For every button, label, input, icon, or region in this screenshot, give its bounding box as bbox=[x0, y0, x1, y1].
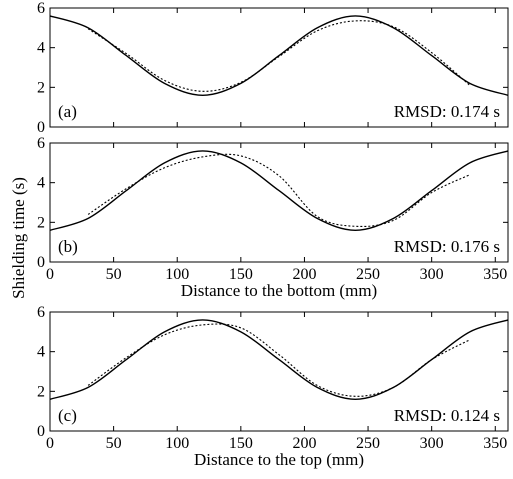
series-solid-a bbox=[49, 15, 509, 96]
series-dotted-b bbox=[87, 153, 471, 228]
x-tick-label-c-6: 300 bbox=[420, 435, 444, 452]
y-tick-label-a-0: 0 bbox=[37, 119, 45, 136]
x-tick-label-c-4: 200 bbox=[292, 435, 316, 452]
x-tick-label-b-1: 50 bbox=[106, 266, 122, 283]
x-tick-label-b-5: 250 bbox=[356, 266, 380, 283]
panel-label-c: (c) bbox=[58, 406, 77, 425]
panel-c: 0 2 4 6 0 50 100 150 200 250 300 350 (c) RMSD: 0.124 … bbox=[37, 304, 509, 469]
x-tick-label-c-1: 50 bbox=[106, 435, 122, 452]
series-dotted-c bbox=[87, 323, 471, 397]
panel-label-a: (a) bbox=[58, 102, 77, 121]
x-tick-label-c-2: 100 bbox=[165, 435, 189, 452]
y-tick-label-c-3: 6 bbox=[37, 304, 45, 321]
plot-frame-c bbox=[49, 311, 509, 432]
y-tick-label-a-3: 6 bbox=[37, 0, 45, 17]
y-axis-label: Shielding time (s) bbox=[9, 177, 28, 299]
x-tick-label-b-2: 100 bbox=[165, 266, 189, 283]
x-tick-label-b-3: 150 bbox=[229, 266, 253, 283]
y-tick-label-a-1: 2 bbox=[37, 79, 45, 96]
panel-a: 0 2 4 6 (a) RMSD: 0.174 s bbox=[37, 0, 509, 136]
series-solid-c bbox=[49, 319, 509, 400]
x-tick-label-c-3: 150 bbox=[229, 435, 253, 452]
x-tick-label-c-5: 250 bbox=[356, 435, 380, 452]
y-tick-label-c-2: 4 bbox=[37, 344, 45, 361]
y-tick-label-b-3: 6 bbox=[37, 135, 45, 152]
y-tick-label-c-0: 0 bbox=[37, 423, 45, 440]
series-solid-b bbox=[49, 150, 509, 231]
plot-frame-a bbox=[49, 7, 509, 128]
series-dotted-a bbox=[87, 20, 471, 92]
x-axis-label-c: Distance to the top (mm) bbox=[194, 450, 364, 469]
x-tick-label-c-7: 350 bbox=[483, 435, 507, 452]
x-tick-label-c-0: 0 bbox=[46, 435, 54, 452]
x-axis-label-b: Distance to the bottom (mm) bbox=[181, 281, 377, 300]
y-tick-label-a-2: 4 bbox=[37, 40, 45, 57]
y-tick-label-b-0: 0 bbox=[37, 254, 45, 271]
panel-label-b: (b) bbox=[58, 237, 78, 256]
plot-frame-b bbox=[49, 142, 509, 263]
y-tick-label-c-1: 2 bbox=[37, 383, 45, 400]
x-tick-label-b-0: 0 bbox=[46, 266, 54, 283]
x-tick-label-b-4: 200 bbox=[292, 266, 316, 283]
y-tick-label-b-2: 4 bbox=[37, 175, 45, 192]
rmsd-annotation-c: RMSD: 0.124 s bbox=[394, 406, 500, 425]
x-tick-label-b-6: 300 bbox=[420, 266, 444, 283]
rmsd-annotation-a: RMSD: 0.174 s bbox=[394, 102, 500, 121]
rmsd-annotation-b: RMSD: 0.176 s bbox=[394, 237, 500, 256]
x-tick-label-b-7: 350 bbox=[483, 266, 507, 283]
y-tick-label-b-1: 2 bbox=[37, 214, 45, 231]
panel-b: 0 2 4 6 0 50 100 150 200 250 300 350 (b) RMSD: 0.176 … bbox=[37, 135, 509, 300]
